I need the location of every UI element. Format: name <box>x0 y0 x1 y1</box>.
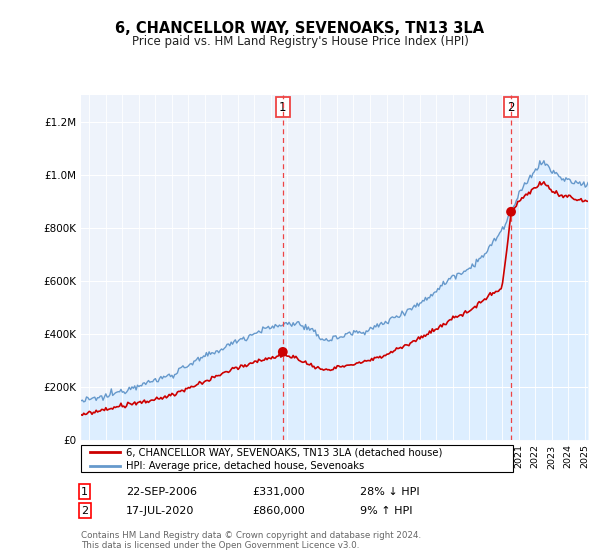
Text: 2: 2 <box>507 101 515 114</box>
Text: 28% ↓ HPI: 28% ↓ HPI <box>360 487 419 497</box>
Text: Contains HM Land Registry data © Crown copyright and database right 2024.
This d: Contains HM Land Registry data © Crown c… <box>81 531 421 550</box>
Text: 9% ↑ HPI: 9% ↑ HPI <box>360 506 413 516</box>
Text: 1: 1 <box>81 487 88 497</box>
Text: 17-JUL-2020: 17-JUL-2020 <box>126 506 194 516</box>
Text: Price paid vs. HM Land Registry's House Price Index (HPI): Price paid vs. HM Land Registry's House … <box>131 35 469 48</box>
Text: £331,000: £331,000 <box>252 487 305 497</box>
Text: 2: 2 <box>81 506 88 516</box>
Text: HPI: Average price, detached house, Sevenoaks: HPI: Average price, detached house, Seve… <box>126 461 364 470</box>
Point <box>506 207 516 216</box>
Text: 1: 1 <box>279 101 287 114</box>
Text: £860,000: £860,000 <box>252 506 305 516</box>
Text: 6, CHANCELLOR WAY, SEVENOAKS, TN13 3LA (detached house): 6, CHANCELLOR WAY, SEVENOAKS, TN13 3LA (… <box>126 447 442 457</box>
Point <box>278 347 287 356</box>
Text: 6, CHANCELLOR WAY, SEVENOAKS, TN13 3LA: 6, CHANCELLOR WAY, SEVENOAKS, TN13 3LA <box>115 21 485 36</box>
Text: 22-SEP-2006: 22-SEP-2006 <box>126 487 197 497</box>
